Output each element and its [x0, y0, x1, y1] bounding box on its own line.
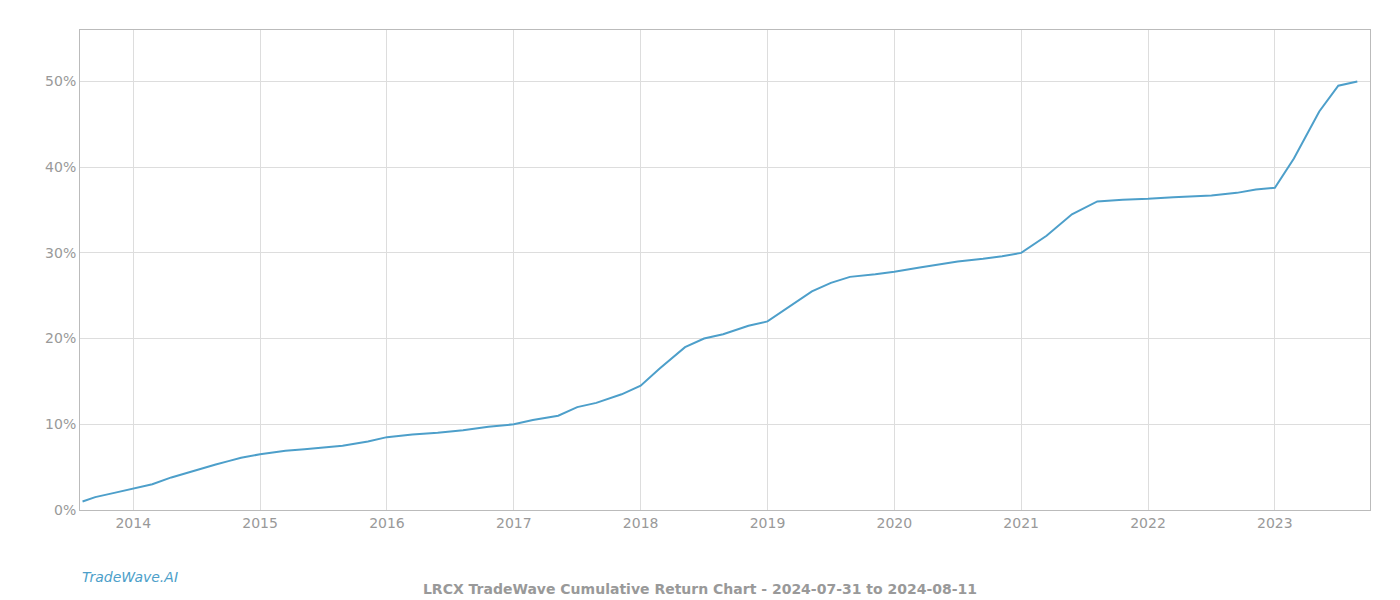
svg-text:2022: 2022	[1130, 515, 1166, 531]
svg-text:2021: 2021	[1003, 515, 1039, 531]
svg-text:2015: 2015	[242, 515, 278, 531]
svg-text:20%: 20%	[45, 330, 76, 346]
svg-text:2017: 2017	[496, 515, 532, 531]
svg-text:2016: 2016	[369, 515, 405, 531]
svg-text:0%: 0%	[54, 502, 76, 518]
svg-text:2018: 2018	[623, 515, 659, 531]
svg-text:30%: 30%	[45, 245, 76, 261]
svg-text:LRCX TradeWave Cumulative Retu: LRCX TradeWave Cumulative Return Chart -…	[423, 581, 977, 597]
svg-text:2023: 2023	[1257, 515, 1293, 531]
svg-text:2014: 2014	[115, 515, 151, 531]
svg-text:TradeWave.AI: TradeWave.AI	[82, 569, 178, 585]
svg-text:40%: 40%	[45, 159, 76, 175]
svg-text:50%: 50%	[45, 73, 76, 89]
svg-text:10%: 10%	[45, 416, 76, 432]
svg-text:2019: 2019	[750, 515, 786, 531]
svg-text:2020: 2020	[877, 515, 913, 531]
